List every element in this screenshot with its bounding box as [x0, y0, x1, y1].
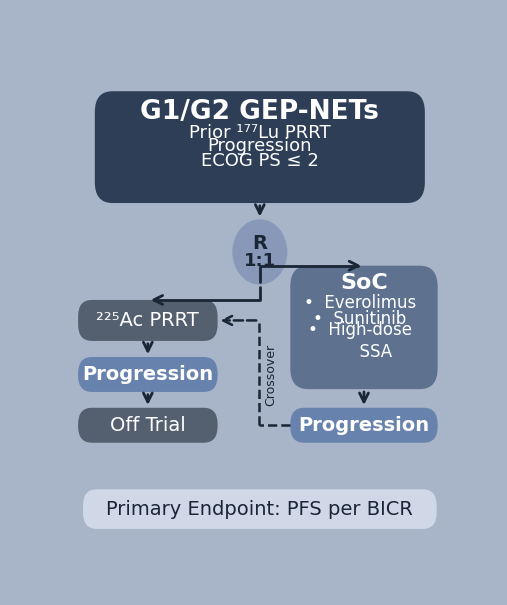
Ellipse shape: [232, 220, 287, 284]
FancyBboxPatch shape: [291, 408, 438, 443]
Text: SoC: SoC: [340, 273, 388, 293]
Text: Progression: Progression: [207, 137, 312, 155]
Text: 1:1: 1:1: [244, 252, 276, 270]
FancyBboxPatch shape: [291, 266, 438, 389]
Text: G1/G2 GEP-NETs: G1/G2 GEP-NETs: [140, 99, 379, 125]
Text: Off Trial: Off Trial: [110, 416, 186, 435]
Text: Crossover: Crossover: [264, 344, 277, 405]
Text: •  High-dose
      SSA: • High-dose SSA: [308, 321, 412, 362]
FancyBboxPatch shape: [83, 489, 437, 529]
FancyBboxPatch shape: [78, 408, 218, 443]
FancyBboxPatch shape: [95, 91, 425, 203]
Text: Prior ¹⁷⁷Lu PRRT: Prior ¹⁷⁷Lu PRRT: [189, 124, 331, 142]
Text: •  Sunitinib: • Sunitinib: [313, 310, 407, 328]
Text: Progression: Progression: [299, 416, 429, 435]
Text: •  Everolimus: • Everolimus: [304, 294, 416, 312]
FancyBboxPatch shape: [78, 300, 218, 341]
Text: Primary Endpoint: PFS per BICR: Primary Endpoint: PFS per BICR: [106, 500, 413, 518]
Text: Progression: Progression: [82, 365, 213, 384]
FancyBboxPatch shape: [78, 357, 218, 392]
Text: ²²⁵Ac PRRT: ²²⁵Ac PRRT: [96, 311, 199, 330]
Text: R: R: [252, 234, 267, 253]
Text: ECOG PS ≤ 2: ECOG PS ≤ 2: [201, 152, 319, 170]
